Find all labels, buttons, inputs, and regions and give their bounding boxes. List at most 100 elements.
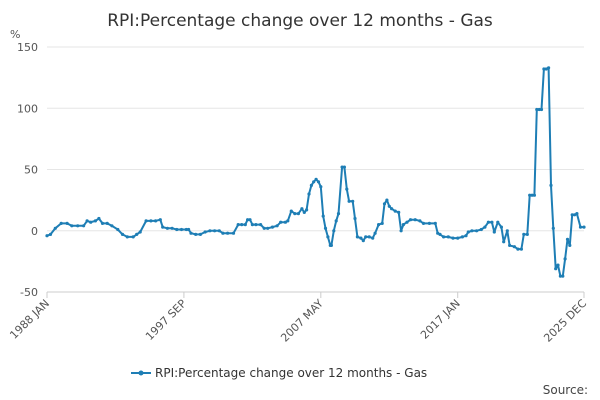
data-point[interactable] [138,230,142,234]
data-point[interactable] [460,235,464,239]
data-point[interactable] [397,210,401,214]
data-point[interactable] [528,193,532,197]
data-point[interactable] [345,187,349,191]
data-point[interactable] [525,232,529,236]
data-point[interactable] [312,180,316,184]
data-point[interactable] [329,243,333,247]
data-point[interactable] [387,204,391,208]
legend[interactable]: RPI:Percentage change over 12 months - G… [131,366,427,380]
series-line[interactable] [46,66,584,278]
data-point[interactable] [179,227,184,232]
data-point[interactable] [355,235,359,239]
data-point[interactable] [456,236,460,240]
data-point[interactable] [393,209,397,213]
data-point[interactable] [262,226,266,230]
data-point[interactable] [321,214,325,218]
data-point[interactable] [382,202,387,206]
data-point[interactable] [246,218,250,222]
data-point[interactable] [275,224,279,228]
data-point[interactable] [158,218,162,222]
data-point[interactable] [551,226,555,230]
data-point[interactable] [48,232,53,236]
data-point[interactable] [446,235,450,239]
data-point[interactable] [405,220,409,224]
data-point[interactable] [505,229,509,233]
data-point[interactable] [544,67,548,71]
data-point[interactable] [319,185,323,189]
data-point[interactable] [539,107,544,112]
data-point[interactable] [250,223,254,227]
data-point[interactable] [556,263,560,267]
data-point[interactable] [492,230,496,234]
data-point[interactable] [131,235,135,239]
data-point[interactable] [401,223,405,227]
data-point[interactable] [135,232,139,236]
data-point[interactable] [289,209,293,213]
data-point[interactable] [353,216,357,221]
data-point[interactable] [323,226,328,230]
data-point[interactable] [105,221,109,225]
data-point[interactable] [367,235,371,239]
data-point[interactable] [464,234,468,238]
data-point[interactable] [76,224,80,228]
data-point[interactable] [347,199,351,203]
data-point[interactable] [486,220,490,224]
data-point[interactable] [470,229,474,233]
source-label[interactable]: Source: [543,383,588,397]
data-point[interactable] [89,220,93,224]
data-point[interactable] [542,67,546,71]
data-point[interactable] [70,224,74,228]
data-point[interactable] [530,193,534,197]
data-point[interactable] [65,221,69,225]
data-point[interactable] [226,231,230,235]
data-point[interactable] [243,223,247,227]
data-point[interactable] [208,229,212,233]
data-point[interactable] [413,218,417,222]
data-point[interactable] [85,219,89,223]
data-point[interactable] [380,221,384,225]
data-point[interactable] [442,235,446,239]
data-point[interactable] [361,239,365,243]
data-point[interactable] [479,227,483,232]
data-point[interactable] [296,212,300,216]
data-point[interactable] [116,227,120,232]
data-point[interactable] [558,274,563,278]
data-point[interactable] [187,227,191,232]
data-point[interactable] [100,221,105,225]
data-point[interactable] [293,212,297,216]
data-point[interactable] [125,235,129,239]
data-point[interactable] [433,221,437,225]
data-point[interactable] [120,232,125,236]
data-point[interactable] [408,218,413,222]
data-point[interactable] [547,66,551,70]
data-point[interactable] [364,235,368,239]
data-point[interactable] [565,237,570,241]
data-point[interactable] [231,231,236,235]
data-point[interactable] [451,236,455,240]
data-point[interactable] [390,207,394,211]
data-point[interactable] [351,199,355,203]
data-point[interactable] [502,240,506,244]
data-point[interactable] [385,198,389,202]
data-point[interactable] [189,231,193,235]
data-point[interactable] [194,232,198,236]
data-point[interactable] [59,221,63,225]
data-point[interactable] [483,225,487,229]
data-point[interactable] [266,226,270,230]
data-point[interactable] [373,231,377,235]
data-point[interactable] [563,257,567,261]
data-point[interactable] [300,207,304,211]
data-point[interactable] [53,226,57,230]
data-point[interactable] [532,193,537,197]
data-point[interactable] [438,232,442,236]
data-point[interactable] [110,224,114,228]
data-point[interactable] [283,220,287,224]
data-point[interactable] [326,235,330,239]
data-point[interactable] [203,230,207,234]
data-point[interactable] [418,219,422,223]
data-point[interactable] [340,165,344,169]
data-point[interactable] [582,225,586,229]
data-point[interactable] [575,212,579,216]
data-point[interactable] [466,230,470,234]
data-point[interactable] [427,221,431,225]
